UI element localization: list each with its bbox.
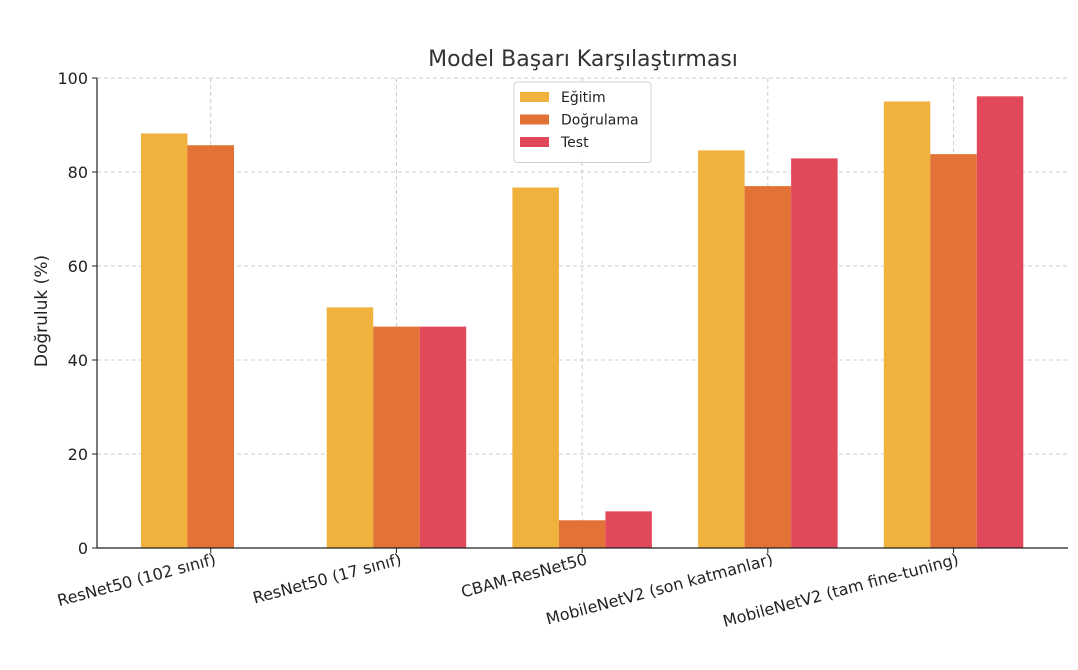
- bar-e-itim-3: [698, 150, 745, 548]
- bar-do-rulama-0: [187, 145, 234, 548]
- bar-e-itim-1: [326, 307, 374, 548]
- y-tick-label: 0: [78, 539, 88, 558]
- x-tick-label: ResNet50 (17 sınıf): [251, 550, 404, 608]
- bar-test-4: [976, 96, 1024, 548]
- legend-swatch: [520, 92, 549, 102]
- bar-do-rulama-4: [930, 154, 977, 548]
- chart-title: Model Başarı Karşılaştırması: [428, 47, 738, 72]
- y-tick-label: 100: [57, 69, 88, 88]
- legend-label: Doğrulama: [561, 113, 639, 129]
- y-axis-title: Doğruluk (%): [32, 255, 52, 367]
- bar-do-rulama-1: [373, 326, 420, 548]
- legend: Eğitim Doğrulama Test: [513, 81, 652, 163]
- bar-do-rulama-2: [558, 520, 606, 548]
- bar-e-itim-4: [883, 101, 931, 548]
- y-tick-label: 20: [68, 445, 88, 464]
- legend-swatch: [520, 137, 549, 147]
- bars: [141, 96, 1024, 548]
- legend-label: Test: [560, 135, 589, 151]
- y-tick-label: 60: [68, 257, 88, 276]
- bar-test-2: [605, 511, 652, 548]
- y-tick-label: 40: [68, 351, 88, 370]
- x-tick-label: ResNet50 (102 sınıf): [55, 550, 218, 611]
- bar-test-1: [419, 326, 467, 548]
- legend-label: Eğitim: [561, 90, 606, 106]
- bar-e-itim-2: [512, 187, 559, 548]
- bar-test-3: [791, 158, 838, 548]
- y-tick-label: 80: [68, 163, 88, 182]
- bar-e-itim-0: [141, 133, 188, 548]
- bar-do-rulama-3: [744, 186, 792, 548]
- legend-swatch: [520, 114, 549, 125]
- x-tick-label: CBAM-ResNet50: [459, 550, 589, 602]
